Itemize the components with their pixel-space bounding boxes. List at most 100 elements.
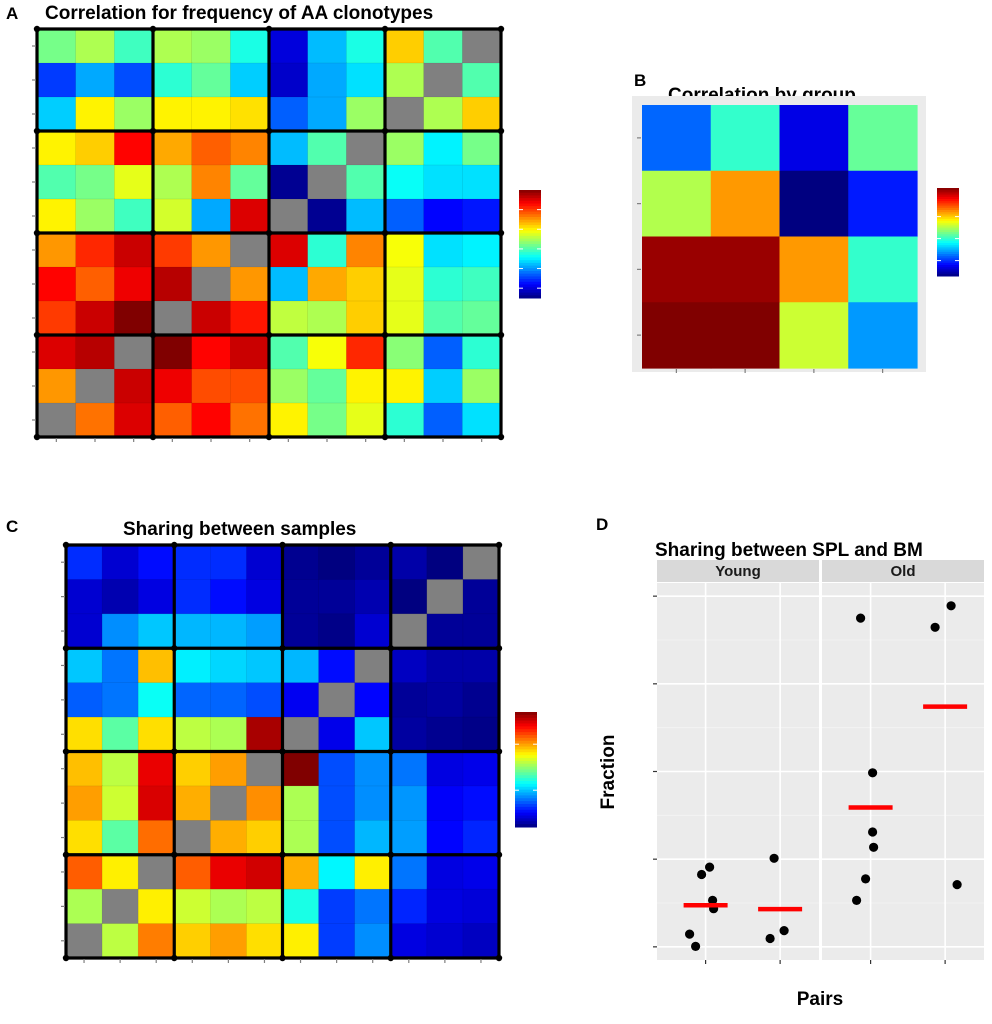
heatmap-cell — [307, 334, 348, 370]
heatmap-cell — [65, 888, 103, 925]
legend-colorbar-step — [519, 244, 541, 248]
data-point — [697, 869, 707, 880]
legend-colorbar-step — [515, 801, 537, 805]
heatmap-cell — [191, 300, 232, 336]
heatmap-cell — [384, 232, 425, 268]
heatmap-cell — [75, 402, 116, 438]
grid-joint — [149, 25, 157, 33]
grid-joint — [381, 127, 389, 135]
legend-colorbar-step — [515, 772, 537, 776]
heatmap-cell — [65, 716, 103, 753]
grid-joint — [387, 541, 394, 549]
heatmap-cell — [307, 300, 348, 336]
legend-colorbar-step — [519, 260, 541, 264]
heatmap-cell — [384, 130, 425, 166]
legend-colorbar-step — [937, 265, 959, 268]
grid-joint — [495, 645, 503, 652]
heatmap-cell — [426, 544, 464, 581]
heatmap-cell — [191, 402, 232, 438]
heatmap-cell — [173, 820, 212, 856]
heatmap-cell — [346, 28, 386, 64]
heatmap-cell — [426, 716, 464, 753]
heatmap-cell — [390, 820, 428, 856]
heatmap-cell — [210, 751, 248, 787]
legend-colorbar-step — [515, 763, 537, 768]
legend-colorbar-step — [519, 190, 541, 194]
heatmap-cell — [354, 682, 392, 718]
heatmap-cell — [346, 164, 386, 200]
legend-colorbar-step — [519, 238, 541, 242]
legend-colorbar-step — [519, 279, 541, 283]
legend-colorbar-step — [937, 199, 959, 202]
legend-colorbar-step — [937, 214, 959, 218]
heatmap-cell — [462, 888, 500, 925]
data-point — [708, 895, 718, 906]
heatmap-cell — [101, 888, 140, 925]
panel-a-col-labels — [55, 438, 483, 442]
data-point — [856, 613, 866, 623]
heatmap-cell — [462, 368, 502, 404]
legend-colorbar-step — [937, 249, 959, 253]
heatmap-cell — [137, 579, 176, 615]
panel-d-title: Sharing between SPL and BM — [655, 540, 923, 561]
data-point — [705, 862, 715, 872]
heatmap-cell — [246, 544, 284, 581]
grid-joint — [497, 127, 505, 135]
grid-joint — [497, 433, 505, 441]
heatmap-cell — [307, 164, 348, 200]
heatmap-cell — [246, 579, 284, 615]
grid-joint — [497, 25, 505, 33]
heatmap-cell — [848, 236, 918, 303]
heatmap-cell — [137, 785, 176, 822]
heatmap-cell — [65, 682, 103, 718]
legend-colorbar-step — [519, 203, 541, 207]
data-point — [868, 827, 878, 837]
heatmap-cell — [210, 579, 248, 615]
heatmap-cell — [101, 820, 140, 856]
heatmap-cell — [642, 105, 712, 172]
legend-colorbar-step — [515, 795, 537, 799]
heatmap-cell — [390, 923, 428, 959]
heatmap-cell — [36, 130, 77, 166]
heatmap-cell — [384, 96, 425, 132]
heatmap-cell — [384, 300, 425, 336]
heatmap-cell — [101, 647, 140, 684]
heatmap-cell — [230, 198, 270, 234]
grid-joint — [495, 748, 503, 755]
grid-joint — [62, 851, 70, 858]
heatmap-cell — [230, 96, 270, 132]
heatmap-cell — [75, 300, 116, 336]
grid-joint — [171, 748, 178, 755]
legend-colorbar-step — [519, 230, 541, 234]
heatmap-cell — [423, 62, 464, 98]
panel-a-correlation-heatmap: A Correlation for frequency of AA clonot… — [6, 3, 541, 442]
heatmap-cell — [384, 334, 425, 370]
heatmap-cell — [354, 716, 392, 753]
data-point — [869, 842, 879, 852]
panel-b-label: B — [634, 71, 646, 90]
heatmap-cell — [462, 334, 502, 370]
legend-colorbar-step — [519, 235, 541, 240]
legend-colorbar-step — [515, 766, 537, 771]
heatmap-cell — [642, 302, 712, 369]
panel-d-x-axis-title: Pairs — [797, 989, 843, 1010]
heatmap-cell — [318, 854, 356, 891]
heatmap-cell — [210, 544, 248, 581]
heatmap-cell — [114, 266, 154, 302]
heatmap-cell — [268, 28, 309, 64]
heatmap-cell — [173, 923, 212, 959]
heatmap-cell — [848, 105, 918, 172]
heatmap-cell — [307, 28, 348, 64]
heatmap-cell — [390, 716, 428, 753]
heatmap-cell — [65, 820, 103, 856]
heatmap-cell — [246, 716, 284, 753]
heatmap-cell — [230, 28, 270, 64]
heatmap-cell — [191, 266, 232, 302]
legend-colorbar-step — [937, 271, 959, 275]
heatmap-cell — [36, 164, 77, 200]
heatmap-cell — [114, 62, 154, 98]
legend-colorbar-step — [515, 740, 537, 745]
legend-colorbar-step — [937, 190, 959, 193]
heatmap-cell — [462, 28, 502, 64]
legend-colorbar-step — [937, 234, 959, 237]
